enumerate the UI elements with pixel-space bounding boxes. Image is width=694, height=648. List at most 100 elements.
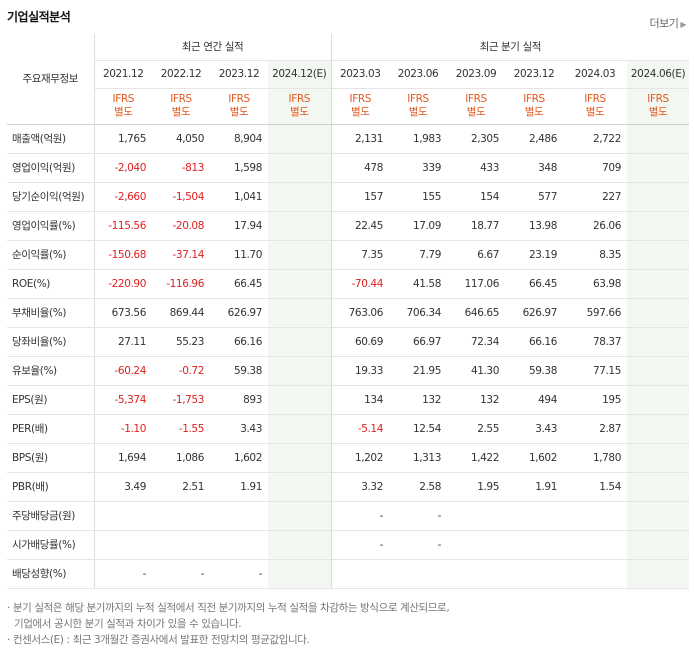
ifrs-header-quarter-0: IFRS 별도 [331, 88, 389, 125]
table-cell: 7.79 [389, 240, 447, 270]
table-cell [505, 530, 563, 560]
row-label: 배당성향(%) [7, 559, 95, 589]
footnote-2: · 컨센서스(E) : 최근 3개월간 증권사에서 발표한 전망치의 평균값입니… [7, 634, 310, 646]
table-cell: 494 [505, 384, 563, 415]
table-row: EPS(원) -5,374 -1,753 893 134 132 132 494 195 [7, 384, 690, 415]
table-row: ROE(%) -220.90 -116.96 66.45 -70.44 41.58 117.… [7, 269, 690, 299]
table-cell [152, 530, 210, 560]
period-header-quarter-4: 2024.03 [563, 60, 627, 89]
table-row: 매출액(억원) 1,765 4,050 8,904 2,131 1,983 2,305 2,4… [7, 124, 690, 154]
table-row: 영업이익(억원) -2,040 -813 1,598 478 339 433 348 709 [7, 153, 690, 183]
table-cell: 577 [505, 182, 563, 212]
table-cell [94, 500, 152, 531]
table-cell [268, 210, 332, 241]
table-cell: 1,694 [94, 443, 152, 473]
table-cell [627, 384, 690, 415]
table-cell [268, 559, 332, 589]
table-cell: -116.96 [152, 269, 210, 299]
table-cell: - [331, 500, 389, 531]
table-cell: 66.45 [505, 269, 563, 299]
more-link[interactable]: 더보기 ▶ [649, 15, 686, 31]
table-cell: 19.33 [331, 356, 389, 386]
table-cell: -220.90 [94, 269, 152, 299]
table-cell: 2.55 [447, 414, 505, 444]
period-header-quarter-1: 2023.06 [389, 60, 447, 89]
table-row: 당좌비율(%) 27.11 55.23 66.16 60.69 66.97 72.34 66.… [7, 327, 690, 357]
table-cell: 1.91 [210, 472, 268, 502]
table-cell: 17.09 [389, 210, 447, 241]
table-cell: 1,598 [210, 153, 268, 183]
table-cell: 893 [210, 384, 268, 415]
row-label: 부채비율(%) [7, 297, 95, 328]
ifrs-basis-label: 별도 [524, 106, 544, 118]
table-cell [627, 153, 690, 183]
ifrs-label: IFRS [647, 93, 669, 105]
ifrs-label: IFRS [228, 93, 250, 105]
row-label: ROE(%) [7, 269, 95, 299]
table-cell: 134 [331, 384, 389, 415]
ifrs-label: IFRS [523, 93, 545, 105]
ifrs-basis-label: 별도 [350, 106, 370, 118]
ifrs-header-annual-0: IFRS 별도 [94, 88, 152, 125]
table-row: 시가배당률(%) - - [7, 530, 690, 560]
period-header-annual-2: 2023.12 [210, 60, 268, 89]
ifrs-label: IFRS [112, 93, 135, 105]
table-cell [627, 269, 690, 299]
table-cell: 2.58 [389, 472, 447, 502]
table-cell: 59.38 [505, 356, 563, 386]
table-cell: - [94, 559, 152, 589]
table-cell: - [210, 559, 268, 589]
table-cell: 3.43 [210, 414, 268, 444]
table-cell: 18.77 [447, 210, 505, 241]
table-cell [505, 559, 563, 589]
table-cell [268, 182, 332, 212]
table-cell: -37.14 [152, 240, 210, 270]
period-header-quarter-3: 2023.12 [505, 60, 563, 89]
table-cell: -150.68 [94, 240, 152, 270]
table-cell: 626.97 [505, 297, 563, 328]
table-cell [447, 530, 505, 560]
row-label: 영업이익률(%) [7, 210, 95, 241]
table-cell: 1,313 [389, 443, 447, 473]
table-cell: -5.14 [331, 414, 389, 444]
period-row: 2021.12 2022.12 2023.12 2024.12(E) 2023.03 20… [7, 60, 690, 89]
ifrs-basis-label: 별도 [289, 106, 309, 118]
table-cell: -5,374 [94, 384, 152, 415]
table-cell: 66.16 [210, 327, 268, 357]
section-title: 기업실적분석 [7, 10, 71, 24]
table-cell: 2,722 [563, 124, 627, 154]
table-cell: 41.30 [447, 356, 505, 386]
ifrs-header-quarter-1: IFRS 별도 [389, 88, 447, 125]
table-cell: 132 [389, 384, 447, 415]
table-cell: 6.67 [447, 240, 505, 270]
table-cell: 2,486 [505, 124, 563, 154]
ifrs-label: IFRS [584, 93, 606, 105]
ifrs-label: IFRS [170, 93, 192, 105]
table-cell [268, 269, 332, 299]
quarter-group-header: 최근 분기 실적 [331, 34, 690, 61]
ifrs-header-quarter-3: IFRS 별도 [505, 88, 563, 125]
table-cell: 227 [563, 182, 627, 212]
table-cell [627, 530, 690, 560]
footnote-1-cont: 기업에서 공시한 분기 실적과 차이가 있을 수 있습니다. [14, 618, 242, 630]
table-cell: 22.45 [331, 210, 389, 241]
table-cell: 1,602 [210, 443, 268, 473]
table-cell: 1,765 [94, 124, 152, 154]
table-cell: 626.97 [210, 297, 268, 328]
table-cell: 195 [563, 384, 627, 415]
ifrs-basis-label: 별도 [648, 106, 668, 118]
table-cell: 60.69 [331, 327, 389, 357]
period-header-annual-0: 2021.12 [94, 60, 152, 89]
footnote-1: · 분기 실적은 해당 분기까지의 누적 실적에서 직전 분기까지의 누적 실적… [7, 602, 450, 614]
row-label: 당좌비율(%) [7, 327, 95, 357]
table-cell: - [389, 530, 447, 560]
ifrs-label: IFRS [465, 93, 487, 105]
table-cell: 2,305 [447, 124, 505, 154]
table-cell: 66.97 [389, 327, 447, 357]
table-cell [268, 297, 332, 328]
table-cell: 1.91 [505, 472, 563, 502]
table-cell [563, 530, 627, 560]
table-cell: 3.32 [331, 472, 389, 502]
table-cell: 66.16 [505, 327, 563, 357]
table-cell: 41.58 [389, 269, 447, 299]
